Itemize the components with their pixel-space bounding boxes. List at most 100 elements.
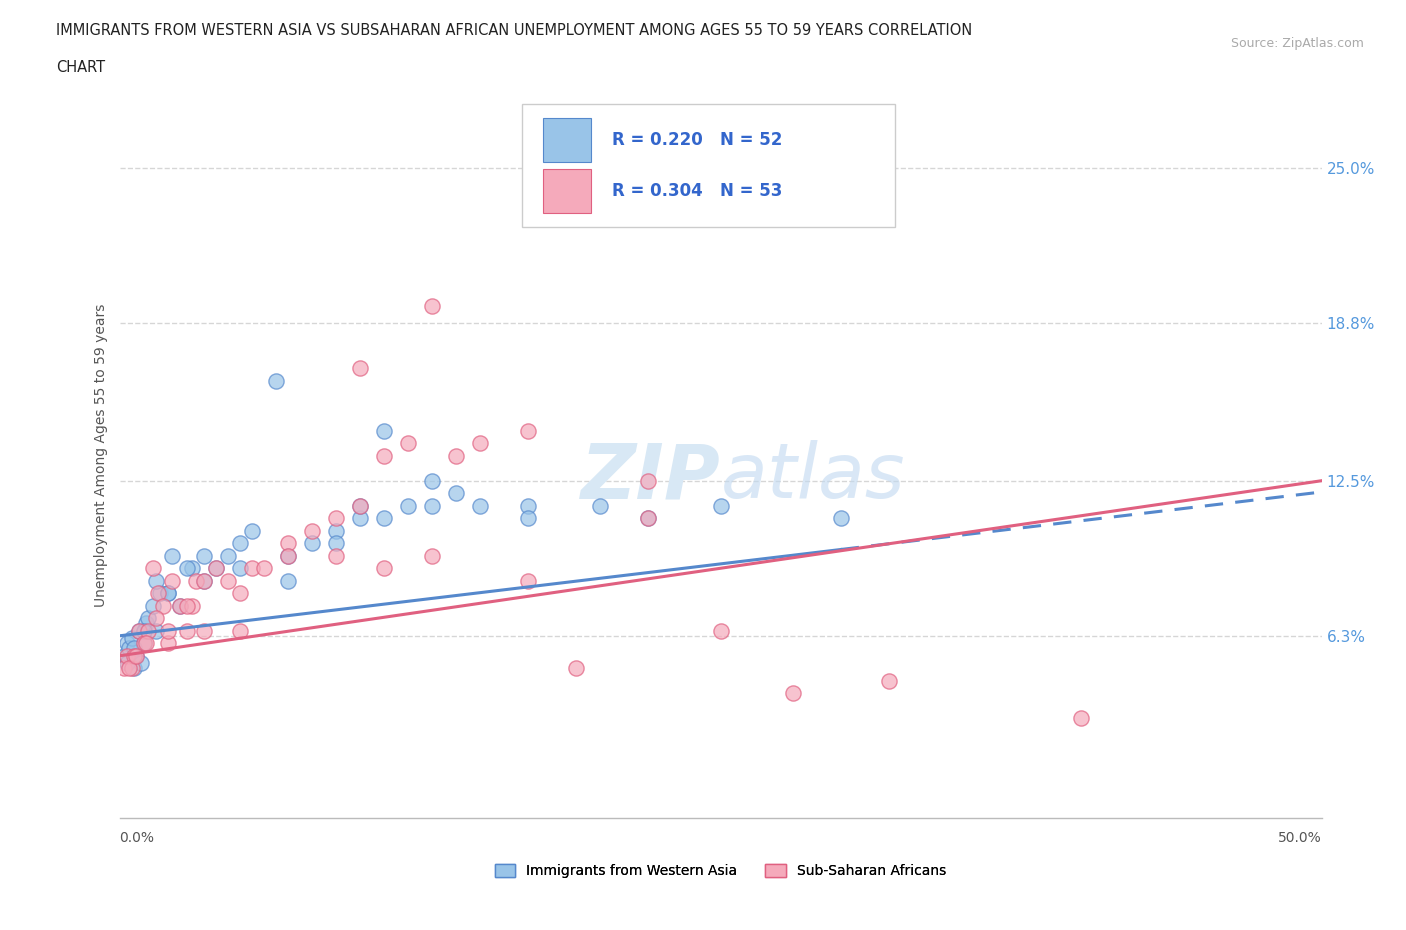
Point xyxy=(128,623,150,638)
Point xyxy=(228,586,250,601)
Point xyxy=(253,561,276,576)
Point xyxy=(176,623,198,638)
Point xyxy=(204,561,226,576)
Point xyxy=(180,598,202,613)
Point xyxy=(176,561,198,576)
Point xyxy=(180,561,202,576)
Point xyxy=(420,473,443,488)
Point xyxy=(277,573,299,588)
Point xyxy=(444,485,467,500)
Point xyxy=(468,498,492,513)
Point xyxy=(122,641,145,656)
Point xyxy=(709,623,731,638)
Point xyxy=(122,661,145,676)
Point xyxy=(138,623,160,638)
Point xyxy=(637,511,659,525)
Point xyxy=(228,623,250,638)
Point xyxy=(589,498,612,513)
Point xyxy=(325,511,347,525)
Point xyxy=(156,586,179,601)
Point xyxy=(176,598,198,613)
Point xyxy=(468,436,492,451)
Point xyxy=(228,561,250,576)
Point xyxy=(115,648,138,663)
Point xyxy=(349,511,371,525)
Point xyxy=(517,573,540,588)
Point xyxy=(193,623,215,638)
Point xyxy=(193,549,215,564)
Point xyxy=(373,561,395,576)
Text: IMMIGRANTS FROM WESTERN ASIA VS SUBSAHARAN AFRICAN UNEMPLOYMENT AMONG AGES 55 TO: IMMIGRANTS FROM WESTERN ASIA VS SUBSAHAR… xyxy=(56,23,973,38)
Point xyxy=(240,524,263,538)
Point xyxy=(193,573,215,588)
Point xyxy=(118,641,141,656)
Text: R = 0.304   N = 53: R = 0.304 N = 53 xyxy=(613,182,783,200)
Point xyxy=(301,536,323,551)
Point xyxy=(277,549,299,564)
Point xyxy=(830,511,852,525)
Point xyxy=(349,498,371,513)
Point xyxy=(121,661,143,676)
Point xyxy=(240,561,263,576)
Text: atlas: atlas xyxy=(720,441,905,514)
Point xyxy=(138,611,160,626)
Point xyxy=(877,673,900,688)
FancyBboxPatch shape xyxy=(543,118,591,162)
Y-axis label: Unemployment Among Ages 55 to 59 years: Unemployment Among Ages 55 to 59 years xyxy=(94,304,108,607)
Point xyxy=(349,498,371,513)
Point xyxy=(146,586,169,601)
Point xyxy=(145,623,167,638)
Point xyxy=(115,636,138,651)
Point xyxy=(149,586,172,601)
Point xyxy=(112,661,135,676)
Point xyxy=(186,573,208,588)
Point xyxy=(373,423,395,438)
Point xyxy=(277,549,299,564)
Point xyxy=(125,648,148,663)
Point xyxy=(264,373,287,388)
Point xyxy=(420,498,443,513)
Point xyxy=(145,573,167,588)
Point xyxy=(396,498,419,513)
Point xyxy=(217,549,239,564)
Point xyxy=(637,473,659,488)
Point xyxy=(132,623,155,638)
Point xyxy=(132,636,155,651)
Point xyxy=(782,686,804,701)
Point xyxy=(325,524,347,538)
Point xyxy=(156,636,179,651)
Point xyxy=(349,361,371,376)
Point xyxy=(517,423,540,438)
Point xyxy=(135,636,157,651)
Point xyxy=(129,656,152,671)
Point xyxy=(420,549,443,564)
Point xyxy=(204,561,226,576)
Point xyxy=(135,616,157,631)
Point xyxy=(169,598,191,613)
Point xyxy=(156,623,179,638)
Point xyxy=(169,598,191,613)
Point xyxy=(118,661,141,676)
Text: ZIP: ZIP xyxy=(581,441,720,514)
Point xyxy=(373,448,395,463)
Point xyxy=(325,536,347,551)
Point xyxy=(325,549,347,564)
Point xyxy=(228,536,250,551)
Text: R = 0.220   N = 52: R = 0.220 N = 52 xyxy=(613,131,783,149)
Legend: Immigrants from Western Asia, Sub-Saharan Africans: Immigrants from Western Asia, Sub-Sahara… xyxy=(489,859,952,884)
Point xyxy=(112,648,135,663)
Point xyxy=(121,631,143,645)
Point xyxy=(122,648,145,663)
Point xyxy=(517,511,540,525)
Point xyxy=(301,524,323,538)
FancyBboxPatch shape xyxy=(543,169,591,213)
Text: 50.0%: 50.0% xyxy=(1278,830,1322,845)
Point xyxy=(637,511,659,525)
Point xyxy=(709,498,731,513)
Point xyxy=(420,299,443,313)
Point xyxy=(217,573,239,588)
Text: CHART: CHART xyxy=(56,60,105,75)
Point xyxy=(162,549,184,564)
Point xyxy=(1070,711,1092,725)
Point xyxy=(132,636,155,651)
